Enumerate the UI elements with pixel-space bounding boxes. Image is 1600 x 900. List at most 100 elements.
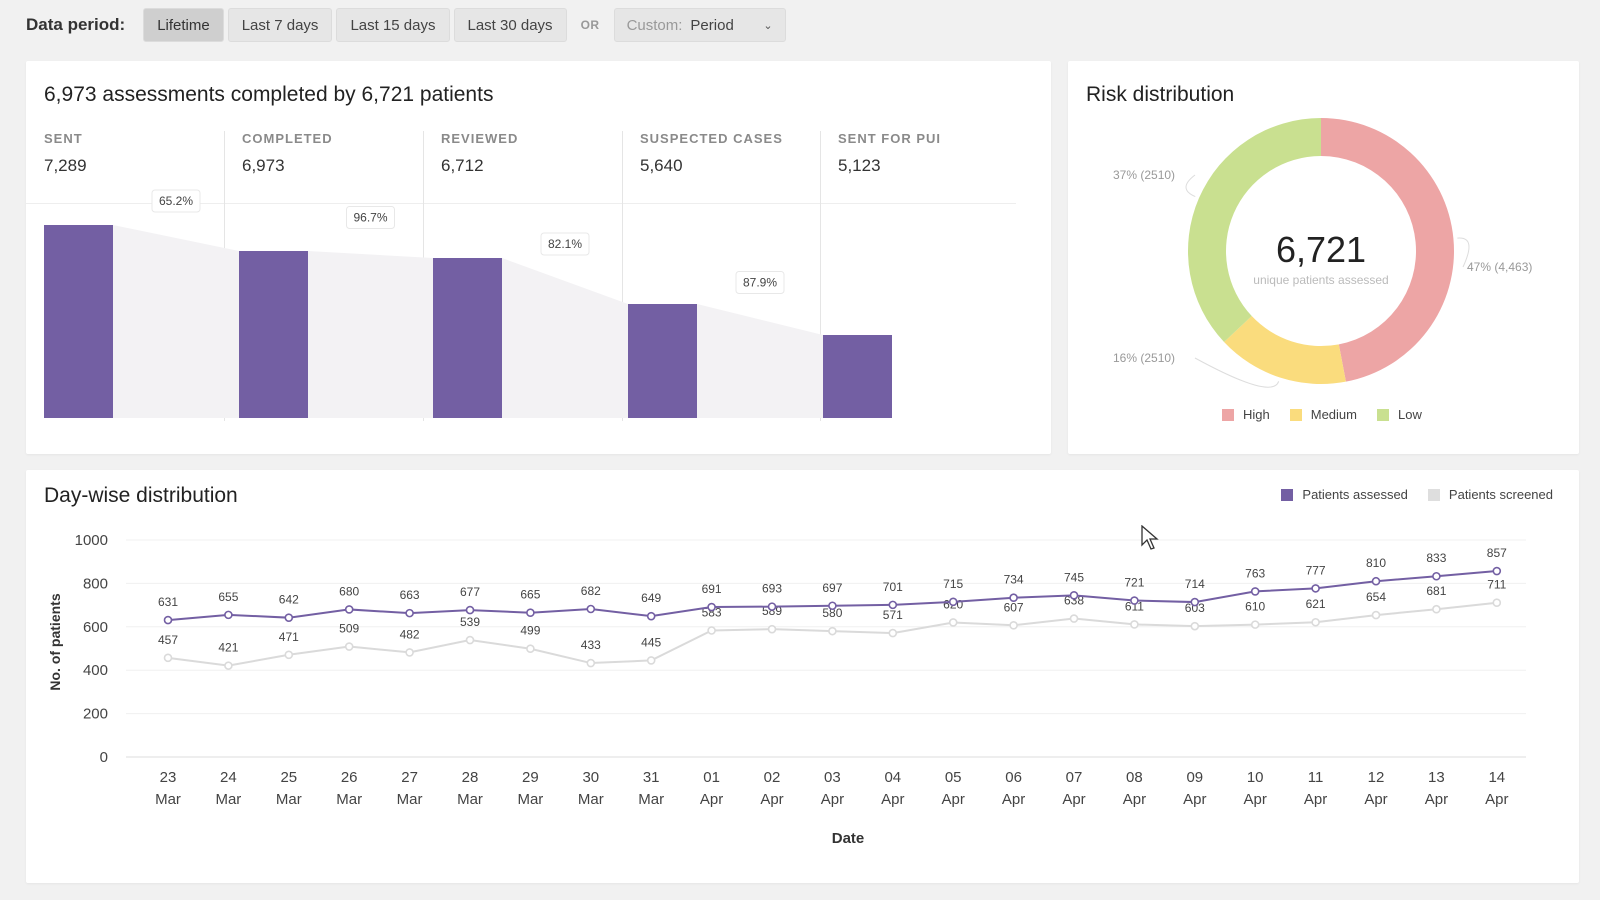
risk-distribution-card: Risk distribution 47% (4,463) 16% (2510) 3… (1068, 61, 1579, 454)
stage-suspected-cases: SUSPECTED CASES 5,640 (640, 131, 834, 176)
data-label: 421 (218, 641, 238, 655)
or-separator: OR (580, 18, 600, 32)
period-lifetime-button[interactable]: Lifetime (143, 8, 224, 42)
data-label: 697 (822, 581, 842, 595)
data-label: 833 (1426, 551, 1446, 565)
chevron-down-icon: ⌄ (763, 19, 773, 32)
stage-label: REVIEWED (441, 131, 519, 146)
x-tick-label: 06 (1005, 769, 1022, 786)
period-last-15-days-button[interactable]: Last 15 days (336, 8, 450, 42)
x-tick-label: 13 (1428, 769, 1445, 786)
y-tick-label: 0 (100, 749, 108, 766)
data-label: 583 (702, 605, 722, 619)
conversion-label-box (346, 206, 395, 229)
stage-reviewed: REVIEWED 6,712 (441, 131, 635, 176)
x-tick-label: Apr (1244, 791, 1267, 808)
data-point (1190, 621, 1200, 631)
data-point (1009, 593, 1018, 603)
stage-value: 5,123 (838, 156, 881, 175)
data-label: 603 (1185, 601, 1205, 615)
data-point (767, 624, 777, 634)
data-label: 610 (1245, 600, 1265, 614)
data-point (948, 597, 958, 607)
funnel-title: 6,973 assessments completed by 6,721 pat… (44, 83, 494, 106)
x-tick-label: 02 (764, 769, 781, 786)
x-tick-label: 29 (522, 769, 539, 786)
data-point (828, 626, 837, 636)
x-tick-label: 11 (1308, 769, 1324, 786)
stage-label: SENT (44, 131, 83, 146)
legend-item-patients-assessed[interactable]: Patients assessed (1281, 487, 1408, 502)
donut-leader-line (1457, 237, 1470, 268)
period-last-7-days-button[interactable]: Last 7 days (227, 8, 333, 42)
x-tick-label: Apr (1425, 791, 1448, 808)
data-label: 714 (1185, 577, 1205, 591)
donut-segment-label: 16% (2510) (1113, 351, 1175, 365)
x-tick-label: Mar (276, 791, 302, 808)
y-tick-label: 800 (83, 575, 108, 592)
data-point (1190, 597, 1200, 607)
funnel-bar (44, 225, 113, 418)
legend-label: Patients assessed (1302, 487, 1408, 502)
data-point (284, 613, 294, 622)
data-point (163, 653, 173, 663)
data-label: 509 (339, 622, 359, 636)
data-point (284, 650, 294, 660)
data-label: 682 (581, 584, 601, 598)
donut-leader-line (1194, 357, 1280, 388)
risk-legend: High Medium Low (1222, 407, 1422, 422)
data-point (1250, 587, 1260, 596)
donut-segment-label: 37% (2510) (1113, 168, 1175, 182)
data-point (163, 615, 173, 625)
x-tick-label: Apr (942, 791, 965, 808)
data-point (1371, 576, 1381, 586)
conversion-label-box (540, 232, 590, 256)
data-point (1492, 566, 1502, 576)
stage-value: 7,289 (44, 156, 87, 175)
stage-divider (622, 131, 623, 421)
x-tick-label: 31 (643, 769, 660, 786)
donut-segment-high (1321, 118, 1454, 382)
x-tick-label: Mar (578, 791, 604, 808)
custom-period-select[interactable]: Custom: Period ⌄ (613, 8, 786, 42)
x-tick-label: Apr (1485, 791, 1508, 808)
x-tick-label: Mar (215, 791, 241, 808)
data-label: 721 (1124, 576, 1144, 590)
data-point (646, 656, 656, 665)
data-label: 482 (400, 627, 420, 641)
data-point (224, 661, 233, 670)
data-label: 607 (1004, 600, 1024, 614)
x-tick-label: 27 (401, 769, 418, 786)
risk-title: Risk distribution (1086, 83, 1235, 106)
data-label: 457 (158, 633, 178, 647)
data-label: 621 (1306, 597, 1326, 611)
legend-item-low[interactable]: Low (1377, 407, 1422, 422)
y-tick-label: 200 (83, 706, 108, 723)
daywise-line-chart: 0 200 400 600 800 1000 23 Mar 24 Mar 25 Mar 26 Mar 27 M… (47, 532, 1526, 847)
legend-item-high[interactable]: High (1222, 407, 1270, 422)
x-tick-label: Apr (821, 791, 844, 808)
x-tick-label: Mar (155, 791, 181, 808)
data-point (344, 642, 354, 651)
stage-label: COMPLETED (242, 131, 333, 146)
data-label: 665 (520, 588, 540, 602)
period-last-30-days-button[interactable]: Last 30 days (453, 8, 567, 42)
x-tick-label: 03 (824, 769, 841, 786)
data-point (224, 610, 233, 620)
data-point (888, 600, 898, 610)
legend-label: Low (1398, 407, 1422, 422)
data-label: 499 (520, 624, 540, 638)
data-point (1009, 620, 1018, 630)
data-label: 445 (641, 635, 661, 649)
data-point (586, 658, 596, 668)
legend-item-medium[interactable]: Medium (1289, 407, 1357, 422)
funnel-bar (823, 335, 892, 418)
data-label: 649 (641, 591, 661, 605)
data-label: 663 (400, 588, 420, 602)
x-tick-label: Apr (1062, 791, 1085, 808)
donut-segment-label: 47% (4,463) (1467, 260, 1532, 274)
data-point (767, 602, 777, 611)
data-label: 655 (218, 590, 238, 604)
x-tick-label: 04 (884, 769, 901, 786)
legend-item-patients-screened[interactable]: Patients screened (1427, 487, 1553, 502)
